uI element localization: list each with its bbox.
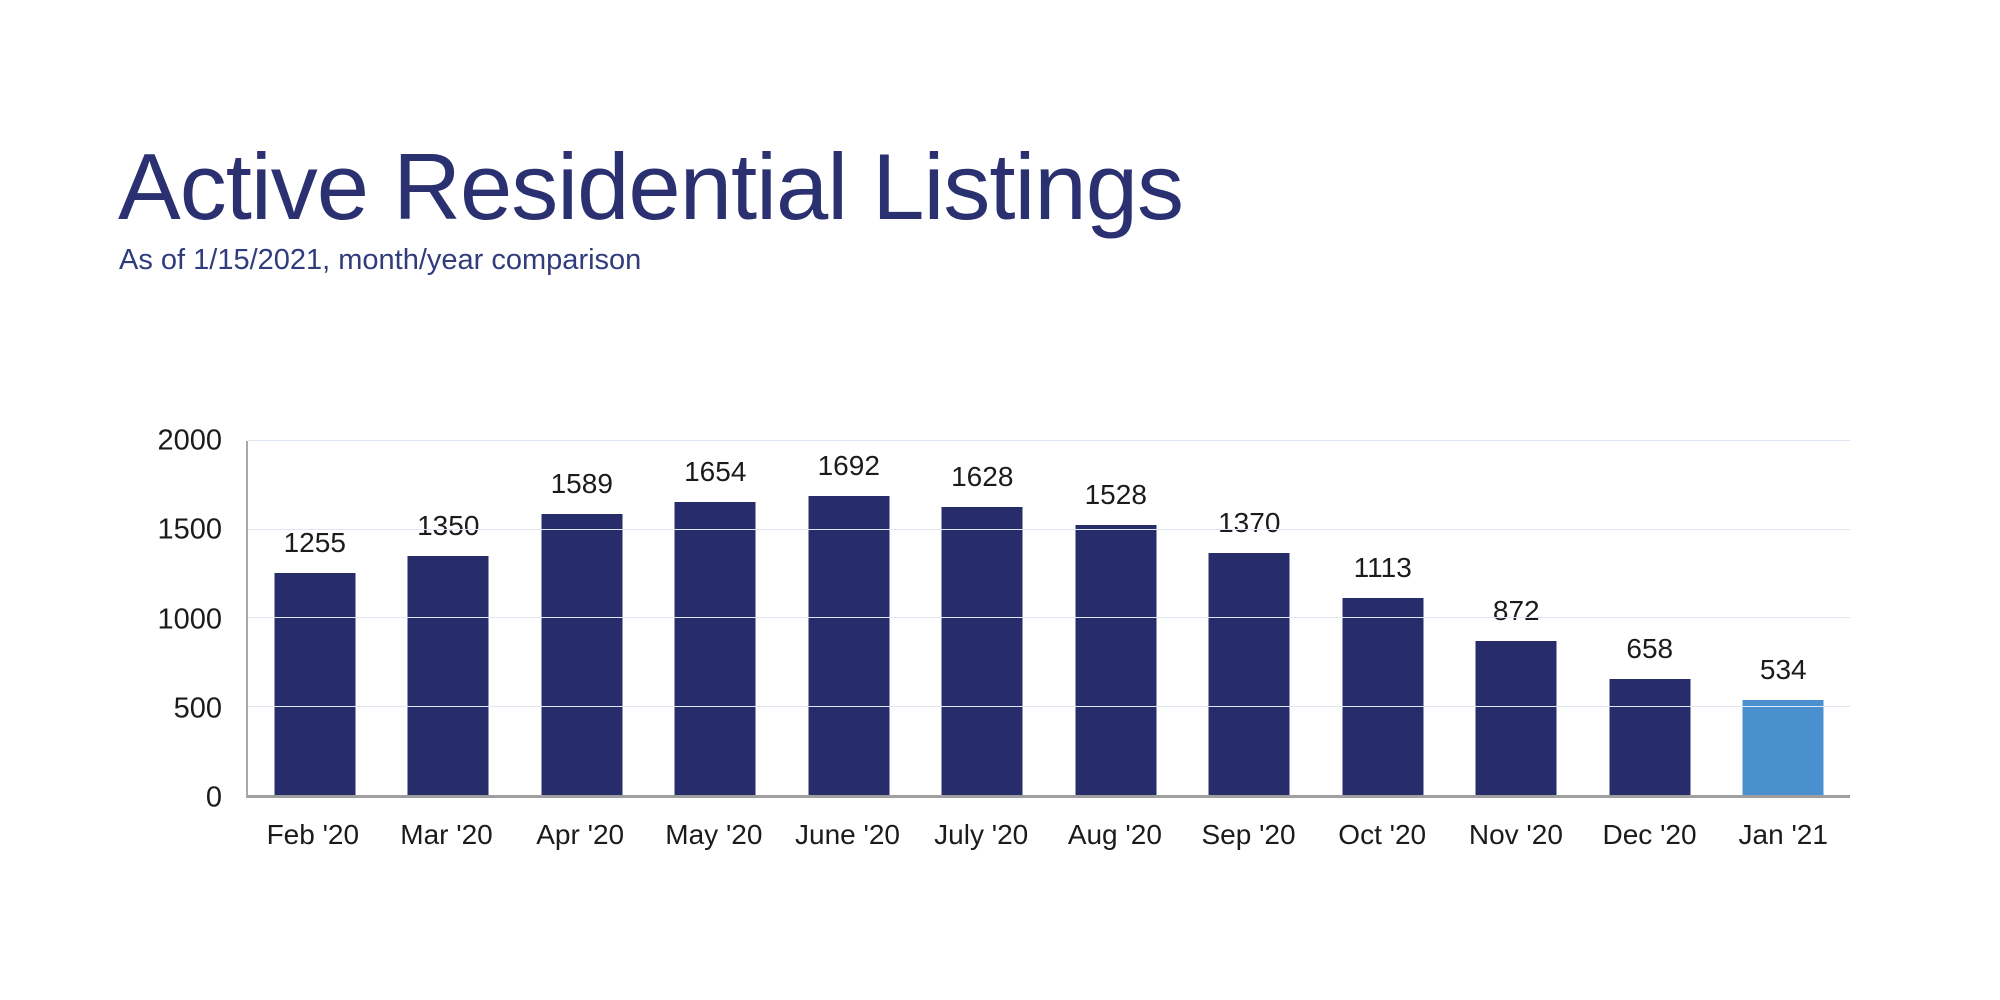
- x-tick-label-10: Dec '20: [1602, 819, 1697, 850]
- bar-value-label: 1113: [1353, 552, 1412, 583]
- bar-jan-21: [1742, 700, 1824, 795]
- bar-value-label: 1589: [550, 467, 613, 499]
- bar-slot-3: 1654: [649, 441, 783, 795]
- bar-slot-4: 1692: [782, 441, 916, 795]
- bar-oct-20: [1342, 598, 1424, 795]
- bar-value-label: 658: [1626, 632, 1674, 664]
- bar-mar-20: [407, 556, 489, 795]
- bar-nov-20: [1475, 640, 1557, 795]
- page-subtitle: As of 1/15/2021, month/year comparison: [119, 244, 642, 276]
- bar-slot-11: 534: [1717, 441, 1851, 795]
- bar-slot-8: 1113: [1316, 441, 1450, 795]
- bars-container: 1255 1350 1589 1654 1692 1628 1528 1370 1113 872 6…: [248, 441, 1850, 795]
- bar-slot-10: 658: [1583, 441, 1717, 795]
- bar-slot-6: 1528: [1049, 441, 1183, 795]
- bar-value-label: 1654: [684, 456, 747, 488]
- bar-value-label: 1528: [1084, 478, 1147, 510]
- bar-slot-1: 1350: [382, 441, 516, 795]
- x-axis-labels: Feb '20 Mar '20 Apr '20 May '20 June '20 July…: [246, 798, 1850, 851]
- bar-slot-9: 872: [1450, 441, 1584, 795]
- bar-slot-5: 1628: [916, 441, 1050, 795]
- y-tick-label-1500: 1500: [157, 513, 222, 546]
- bar-feb-20: [274, 572, 356, 795]
- x-tick-label-0: Feb '20: [266, 819, 360, 850]
- bar-dec-20: [1609, 678, 1691, 795]
- x-tick-label-4: June '20: [795, 819, 901, 850]
- bar-value-label: 1692: [817, 449, 880, 481]
- bar-value-label: 1628: [951, 460, 1014, 492]
- x-tick-label-8: Oct '20: [1338, 819, 1427, 850]
- gridline-2000: [248, 440, 1850, 441]
- bar-july-20: [941, 506, 1023, 795]
- bar-value-label: 1370: [1218, 506, 1281, 538]
- bar-june-20: [808, 495, 890, 795]
- gridline-1000: [248, 617, 1850, 618]
- gridline-500: [248, 705, 1850, 707]
- bar-aug-20: [1075, 524, 1157, 795]
- y-tick-label-2000: 2000: [157, 424, 222, 457]
- bar-slot-2: 1589: [515, 441, 649, 795]
- x-tick-label-2: Apr '20: [536, 819, 625, 850]
- bar-chart: 1255 1350 1589 1654 1692 1628 1528 1370 1113 872 6…: [157, 425, 1850, 850]
- plot-area: 1255 1350 1589 1654 1692 1628 1528 1370 1113 872 6…: [246, 440, 1850, 798]
- bar-value-label: 1350: [417, 510, 480, 542]
- bar-value-label: 534: [1759, 654, 1807, 686]
- bar-value-label: 872: [1492, 594, 1540, 626]
- bar-slot-7: 1370: [1183, 441, 1317, 795]
- x-tick-label-1: Mar '20: [400, 819, 493, 850]
- bar-may-20: [674, 502, 756, 795]
- x-tick-label-3: May '20: [665, 819, 763, 850]
- x-tick-label-11: Jan '21: [1738, 819, 1828, 850]
- x-tick-label-6: Aug '20: [1067, 819, 1162, 850]
- x-tick-label-7: Sep '20: [1201, 819, 1296, 850]
- x-tick-label-5: July '20: [934, 819, 1029, 850]
- y-tick-label-500: 500: [173, 692, 222, 725]
- page-title: Active Residential Listings: [118, 134, 1184, 239]
- bar-apr-20: [541, 513, 623, 795]
- y-tick-label-1000: 1000: [157, 603, 222, 635]
- x-tick-label-9: Nov '20: [1468, 819, 1563, 850]
- bar-sep-20: [1208, 552, 1290, 795]
- y-tick-label-0: 0: [205, 781, 222, 814]
- gridline-1500: [248, 528, 1850, 530]
- bar-slot-0: 1255: [248, 441, 382, 795]
- bar-value-label: 1255: [283, 526, 346, 558]
